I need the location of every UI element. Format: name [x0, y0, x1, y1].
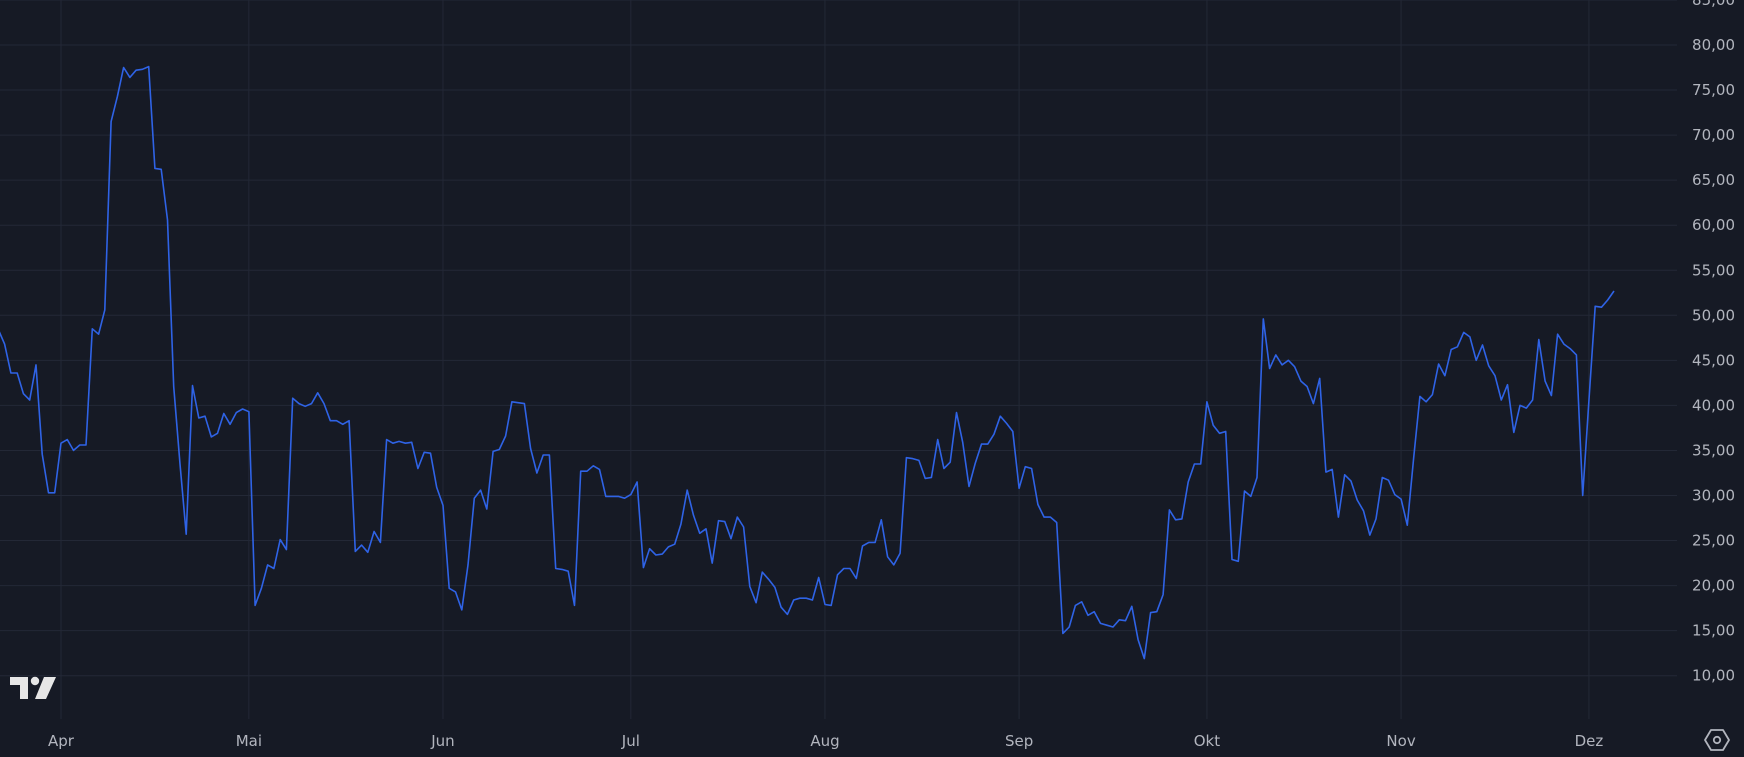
y-tick-label: 55,00 — [1692, 261, 1735, 279]
y-tick-label: 70,00 — [1692, 126, 1735, 144]
hexagon-settings-icon[interactable] — [1703, 727, 1731, 753]
y-tick-label: 50,00 — [1692, 306, 1735, 324]
y-tick-label: 65,00 — [1692, 171, 1735, 189]
y-tick-label: 35,00 — [1692, 441, 1735, 459]
y-tick-label: 80,00 — [1692, 36, 1735, 54]
y-tick-label: 20,00 — [1692, 577, 1735, 595]
series — [0, 65, 1615, 660]
y-tick-label: 25,00 — [1692, 532, 1735, 550]
y-tick-label: 15,00 — [1692, 622, 1735, 640]
x-tick-label: Mai — [236, 732, 262, 750]
x-tick-label: Okt — [1194, 732, 1220, 750]
x-tick-label: Nov — [1386, 732, 1415, 750]
y-tick-label: 60,00 — [1692, 216, 1735, 234]
grid — [0, 0, 1677, 719]
y-tick-label: 10,00 — [1692, 667, 1735, 685]
y-tick-label: 75,00 — [1692, 81, 1735, 99]
y-tick-label: 30,00 — [1692, 487, 1735, 505]
x-tick-label: Dez — [1575, 732, 1604, 750]
series-line — [0, 65, 1615, 660]
y-tick-label: 40,00 — [1692, 396, 1735, 414]
x-tick-label: Sep — [1005, 732, 1033, 750]
x-tick-label: Jun — [430, 732, 454, 750]
y-tick-label: 85,00 — [1692, 0, 1735, 9]
x-tick-label: Aug — [810, 732, 839, 750]
time-axis[interactable]: Apr Mai Jun Jul Aug Sep Okt Nov Dez — [48, 732, 1603, 750]
x-tick-label: Jul — [621, 732, 640, 750]
y-tick-label: 45,00 — [1692, 351, 1735, 369]
x-tick-label: Apr — [48, 732, 75, 750]
tradingview-logo — [10, 676, 56, 699]
price-axis[interactable]: 85,00 80,00 75,00 70,00 65,00 60,00 55,00 50,00… — [1692, 0, 1735, 685]
